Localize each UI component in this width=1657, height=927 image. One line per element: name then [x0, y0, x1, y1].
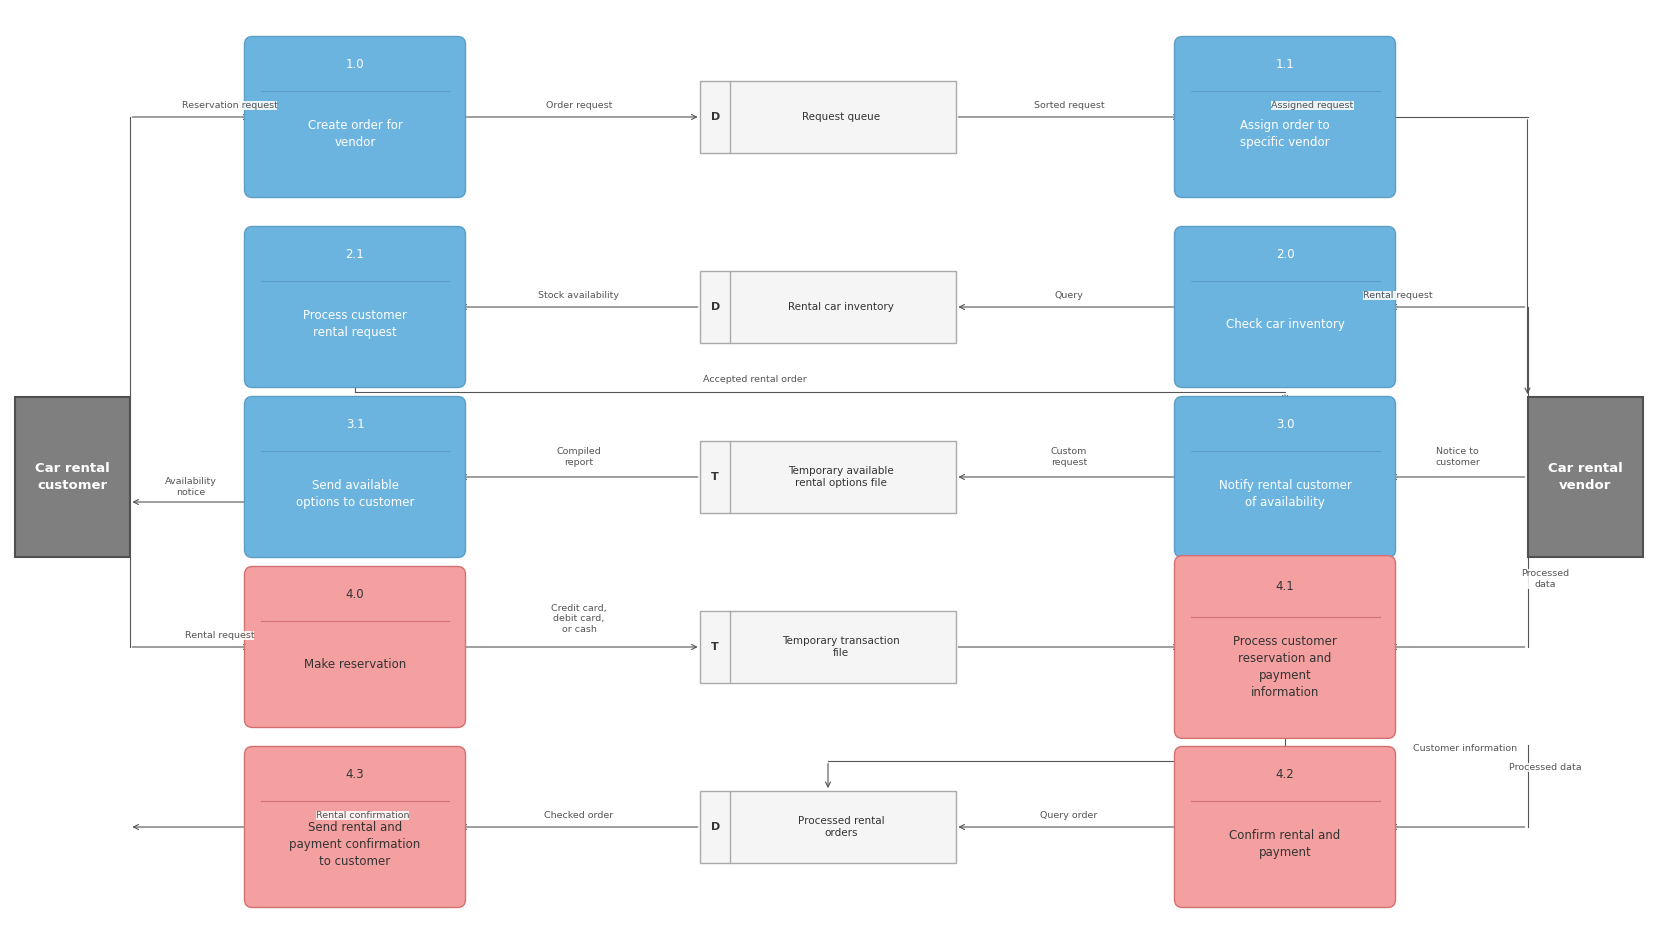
FancyBboxPatch shape [1175, 746, 1395, 908]
FancyBboxPatch shape [701, 81, 956, 153]
FancyBboxPatch shape [245, 397, 466, 557]
Text: 3.0: 3.0 [1276, 418, 1294, 431]
Text: Temporary available
rental options file: Temporary available rental options file [789, 465, 895, 489]
Text: 2.0: 2.0 [1276, 248, 1294, 261]
Text: Query: Query [1054, 290, 1084, 299]
Text: Rental request: Rental request [1362, 290, 1432, 299]
Text: Custom
request: Custom request [1051, 448, 1087, 466]
Text: Car rental
vendor: Car rental vendor [1548, 462, 1622, 492]
Text: Sorted request: Sorted request [1034, 100, 1104, 109]
Text: Rental confirmation: Rental confirmation [316, 810, 409, 819]
Text: 4.3: 4.3 [346, 768, 365, 781]
Text: Send rental and
payment confirmation
to customer: Send rental and payment confirmation to … [290, 821, 421, 868]
FancyBboxPatch shape [1175, 36, 1395, 197]
Text: 2.1: 2.1 [346, 248, 365, 261]
Text: Order request: Order request [545, 100, 611, 109]
FancyBboxPatch shape [701, 271, 956, 343]
FancyBboxPatch shape [701, 791, 956, 863]
Text: Notice to
customer: Notice to customer [1435, 448, 1480, 466]
Text: Query order: Query order [1041, 810, 1097, 819]
FancyBboxPatch shape [245, 746, 466, 908]
Text: Rental request: Rental request [184, 630, 254, 640]
Text: D: D [711, 822, 719, 832]
Text: Make reservation: Make reservation [303, 658, 406, 671]
Text: 4.0: 4.0 [346, 589, 365, 602]
Text: T: T [711, 472, 719, 482]
FancyBboxPatch shape [245, 566, 466, 728]
FancyBboxPatch shape [1175, 397, 1395, 557]
Text: 3.1: 3.1 [346, 418, 365, 431]
Text: Compiled
report: Compiled report [557, 448, 601, 466]
FancyBboxPatch shape [1528, 397, 1642, 557]
FancyBboxPatch shape [245, 226, 466, 387]
Text: D: D [711, 112, 719, 122]
Text: Customer information: Customer information [1413, 744, 1518, 753]
FancyBboxPatch shape [701, 611, 956, 683]
Text: Assign order to
specific vendor: Assign order to specific vendor [1239, 120, 1331, 149]
Text: Accepted rental order: Accepted rental order [703, 375, 807, 385]
Text: Process customer
rental request: Process customer rental request [303, 310, 408, 339]
FancyBboxPatch shape [245, 36, 466, 197]
Text: 4.1: 4.1 [1276, 580, 1294, 593]
Text: Check car inventory: Check car inventory [1226, 318, 1344, 331]
Text: Processed rental
orders: Processed rental orders [799, 816, 885, 838]
Text: Reservation request: Reservation request [182, 100, 277, 109]
FancyBboxPatch shape [701, 441, 956, 513]
FancyBboxPatch shape [15, 397, 129, 557]
Text: Send available
options to customer: Send available options to customer [295, 479, 414, 510]
Text: Temporary transaction
file: Temporary transaction file [782, 636, 900, 658]
Text: 1.1: 1.1 [1276, 58, 1294, 71]
Text: Checked order: Checked order [545, 810, 613, 819]
Text: Process customer
reservation and
payment
information: Process customer reservation and payment… [1233, 635, 1337, 699]
Text: Car rental
customer: Car rental customer [35, 462, 109, 492]
Text: T: T [711, 642, 719, 652]
Text: D: D [711, 302, 719, 312]
Text: Assigned request: Assigned request [1271, 100, 1354, 109]
FancyBboxPatch shape [1175, 226, 1395, 387]
Text: 4.2: 4.2 [1276, 768, 1294, 781]
Text: Create order for
vendor: Create order for vendor [308, 120, 403, 149]
Text: Processed data: Processed data [1510, 763, 1582, 772]
Text: Confirm rental and
payment: Confirm rental and payment [1229, 830, 1341, 859]
FancyBboxPatch shape [1175, 555, 1395, 739]
Text: Request queue: Request queue [802, 112, 880, 122]
Text: Availability
notice: Availability notice [166, 477, 217, 497]
Text: 1.0: 1.0 [346, 58, 365, 71]
Text: Notify rental customer
of availability: Notify rental customer of availability [1218, 479, 1352, 510]
Text: Stock availability: Stock availability [539, 290, 620, 299]
Text: Processed
data: Processed data [1521, 569, 1569, 589]
Text: Rental car inventory: Rental car inventory [789, 302, 895, 312]
Text: Credit card,
debit card,
or cash: Credit card, debit card, or cash [552, 604, 606, 634]
